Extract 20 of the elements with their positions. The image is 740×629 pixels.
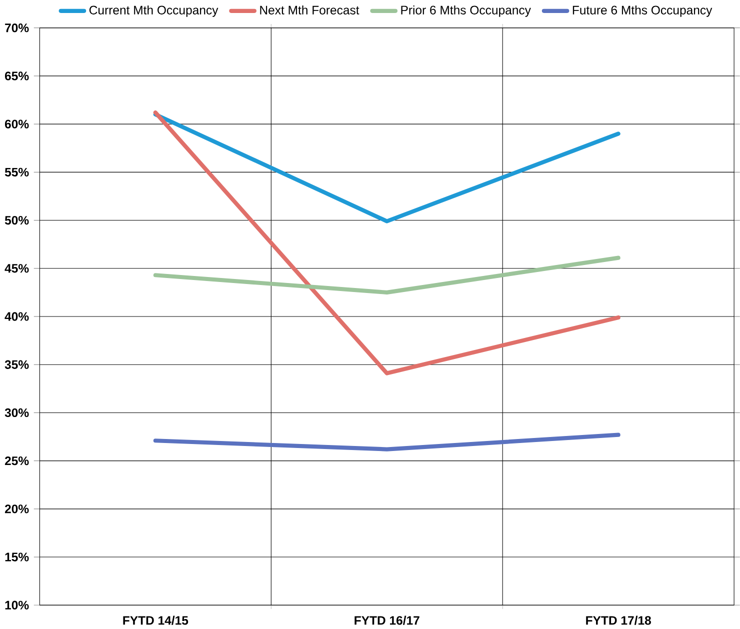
y-tick-label: 25% — [4, 456, 29, 465]
y-tick-label: 50% — [4, 216, 29, 224]
y-tick-label: 45% — [4, 264, 29, 273]
x-tick-label: FYTD 14/15 — [123, 616, 188, 625]
y-tick-label: 60% — [4, 120, 29, 128]
y-tick-label: 35% — [4, 360, 29, 369]
x-tick-label: FYTD 16/17 — [354, 616, 420, 625]
legend-label: Current Mth Occupancy — [89, 5, 218, 17]
y-tick-label: 65% — [4, 71, 29, 80]
y-tick-label: 20% — [4, 504, 29, 514]
y-tick-label: 40% — [4, 312, 29, 321]
y-tick-label: 10% — [5, 600, 29, 610]
y-tick-label: 30% — [4, 408, 29, 417]
x-tick-label: FYTD 17/18 — [586, 616, 651, 625]
legend-label: Future 6 Mths Occupancy — [572, 5, 712, 17]
legend-label: Next Mth Forecast — [260, 5, 360, 14]
y-tick-label: 70% — [5, 23, 29, 32]
legend-label: Prior 6 Mths Occupancy — [401, 5, 531, 17]
y-tick-label: 15% — [5, 552, 29, 562]
y-tick-label: 55% — [4, 168, 29, 176]
